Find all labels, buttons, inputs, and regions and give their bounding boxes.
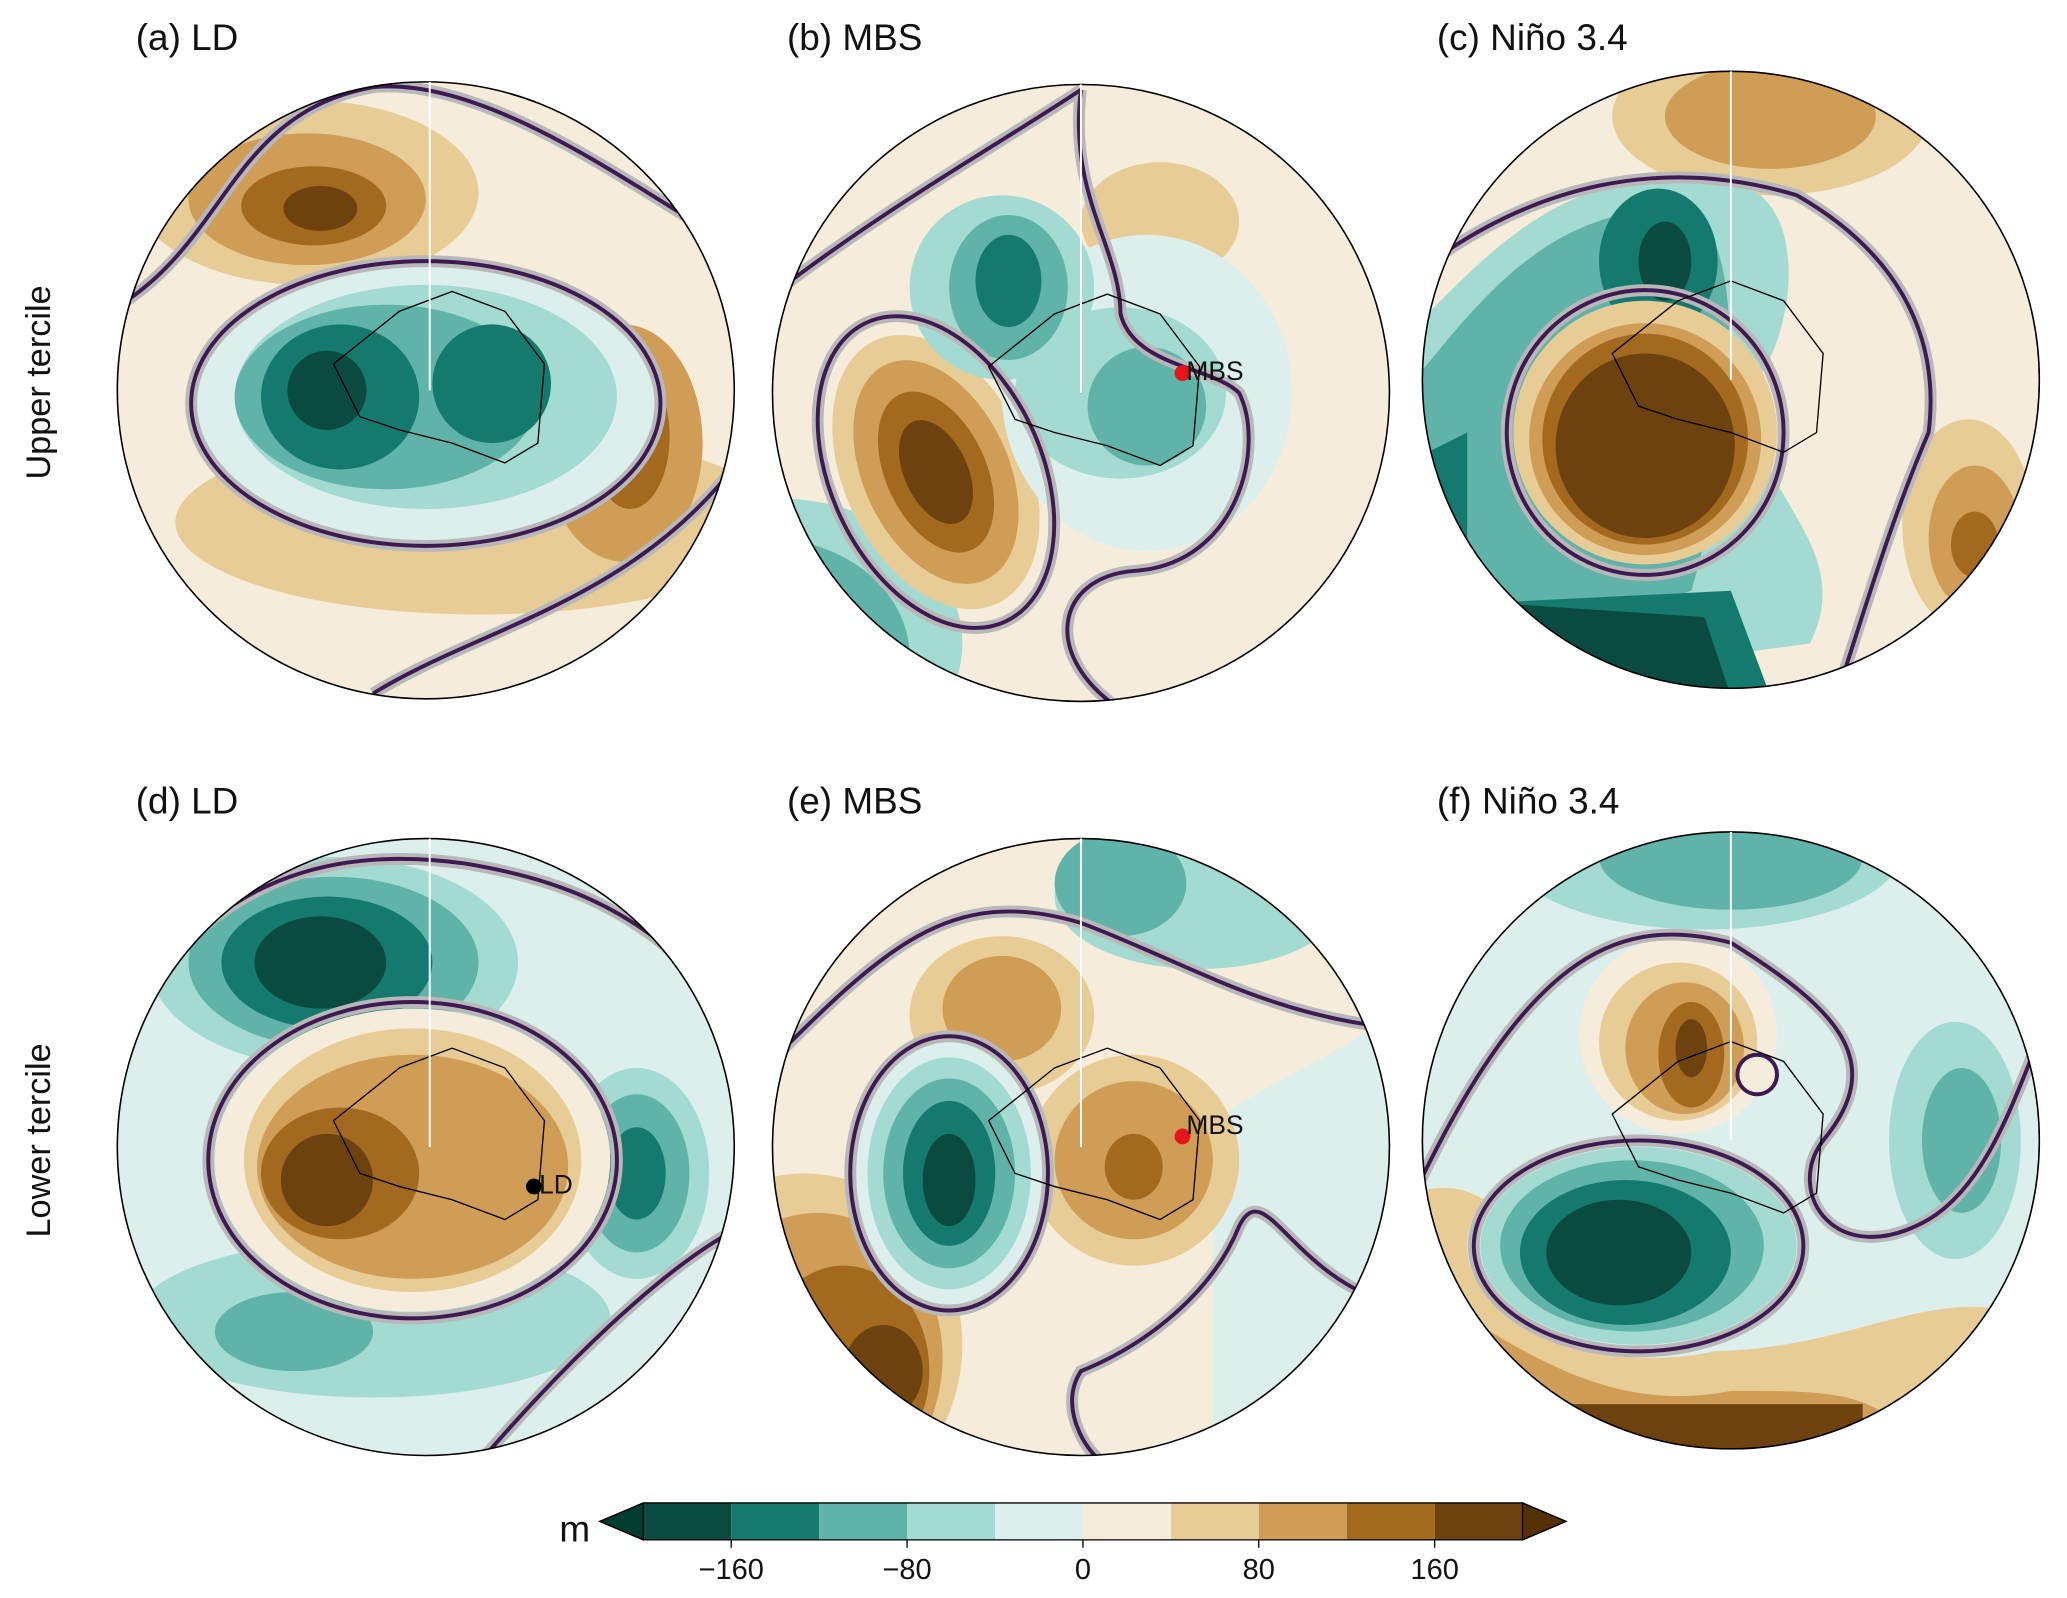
map-panel xyxy=(116,81,736,700)
colorbar-extend xyxy=(598,1501,644,1541)
colorbar-tick-label: 80 xyxy=(1243,1554,1275,1586)
row-label: Lower tercile xyxy=(20,1043,58,1237)
colorbar-box xyxy=(1170,1502,1259,1540)
colorbar-tick-label: 160 xyxy=(1410,1554,1458,1586)
panel-title: (c) Niño 3.4 xyxy=(1437,17,1628,58)
map-panel xyxy=(1421,831,2041,1450)
colorbar-box xyxy=(643,1502,732,1540)
colorbar-outline xyxy=(598,1502,1568,1541)
station-marker xyxy=(1174,365,1191,382)
station-label: MBS xyxy=(1186,356,1243,386)
row-label: Upper tercile xyxy=(20,285,58,479)
colorbar-tick-label: −160 xyxy=(699,1554,764,1586)
panel-title: (e) MBS xyxy=(787,781,922,822)
station-marker xyxy=(1174,1128,1191,1145)
colorbar-box xyxy=(995,1502,1083,1540)
station-marker xyxy=(525,1178,542,1195)
colorbar-box xyxy=(1346,1502,1435,1540)
colorbar-box xyxy=(1258,1502,1347,1540)
colorbar-box xyxy=(1082,1502,1171,1540)
colorbar-box xyxy=(819,1502,908,1540)
colorbar-tick-label: 0 xyxy=(1075,1554,1091,1586)
map-panel: LD xyxy=(116,837,736,1457)
colorbar-tick-label: −80 xyxy=(882,1554,931,1586)
panel-title: (a) LD xyxy=(136,17,239,58)
panel-title: (b) MBS xyxy=(787,17,922,58)
colorbar-extend xyxy=(1521,1501,1568,1541)
map-panel: MBS xyxy=(771,837,1391,1457)
map-panel xyxy=(1421,70,2041,690)
panel-title: (d) LD xyxy=(136,781,239,822)
panel-title: (f) Niño 3.4 xyxy=(1437,781,1620,822)
colorbar: m −160 −80 0 80 160 xyxy=(559,1501,1568,1586)
station-label: MBS xyxy=(1186,1110,1243,1140)
colorbar-box xyxy=(1434,1502,1523,1540)
colorbar-label: m xyxy=(559,1509,590,1550)
colorbar-box xyxy=(731,1502,820,1540)
colorbar-box xyxy=(907,1502,996,1540)
station-label: LD xyxy=(539,1170,573,1200)
